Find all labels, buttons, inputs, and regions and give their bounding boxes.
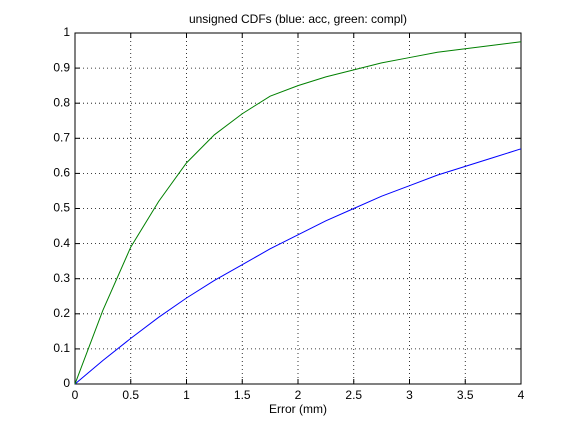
data-line xyxy=(74,148,522,385)
x-tick-label: 0.5 xyxy=(122,388,139,402)
x-tick-label: 1.5 xyxy=(234,388,251,402)
y-tick-label: 0.8 xyxy=(53,95,70,109)
x-tick-label: 2 xyxy=(295,388,302,402)
y-tick-label: 0.4 xyxy=(53,236,70,250)
plot-frame xyxy=(74,32,522,385)
chart-title: unsigned CDFs (blue: acc, green: compl) xyxy=(189,12,407,26)
y-tick-label: 0.1 xyxy=(53,341,70,355)
y-tick-label: 0.7 xyxy=(53,130,70,144)
y-tick-label: 0.3 xyxy=(53,271,70,285)
y-tick-label: 0.5 xyxy=(53,201,70,215)
x-tick-label: 4 xyxy=(518,388,525,402)
y-tick-label: 0.2 xyxy=(53,306,70,320)
x-tick-label: 3.5 xyxy=(457,388,474,402)
x-tick-label: 1 xyxy=(183,388,190,402)
y-tick-label: 0.6 xyxy=(53,166,70,180)
x-tick-label: 3 xyxy=(406,388,413,402)
y-tick-label: 1 xyxy=(63,25,70,39)
x-axis-label: Error (mm) xyxy=(269,402,327,416)
x-tick-label: 0 xyxy=(72,388,79,402)
x-tick-label: 2.5 xyxy=(345,388,362,402)
data-line xyxy=(74,41,522,385)
y-tick-label: 0 xyxy=(63,376,70,390)
y-tick-label: 0.9 xyxy=(53,60,70,74)
